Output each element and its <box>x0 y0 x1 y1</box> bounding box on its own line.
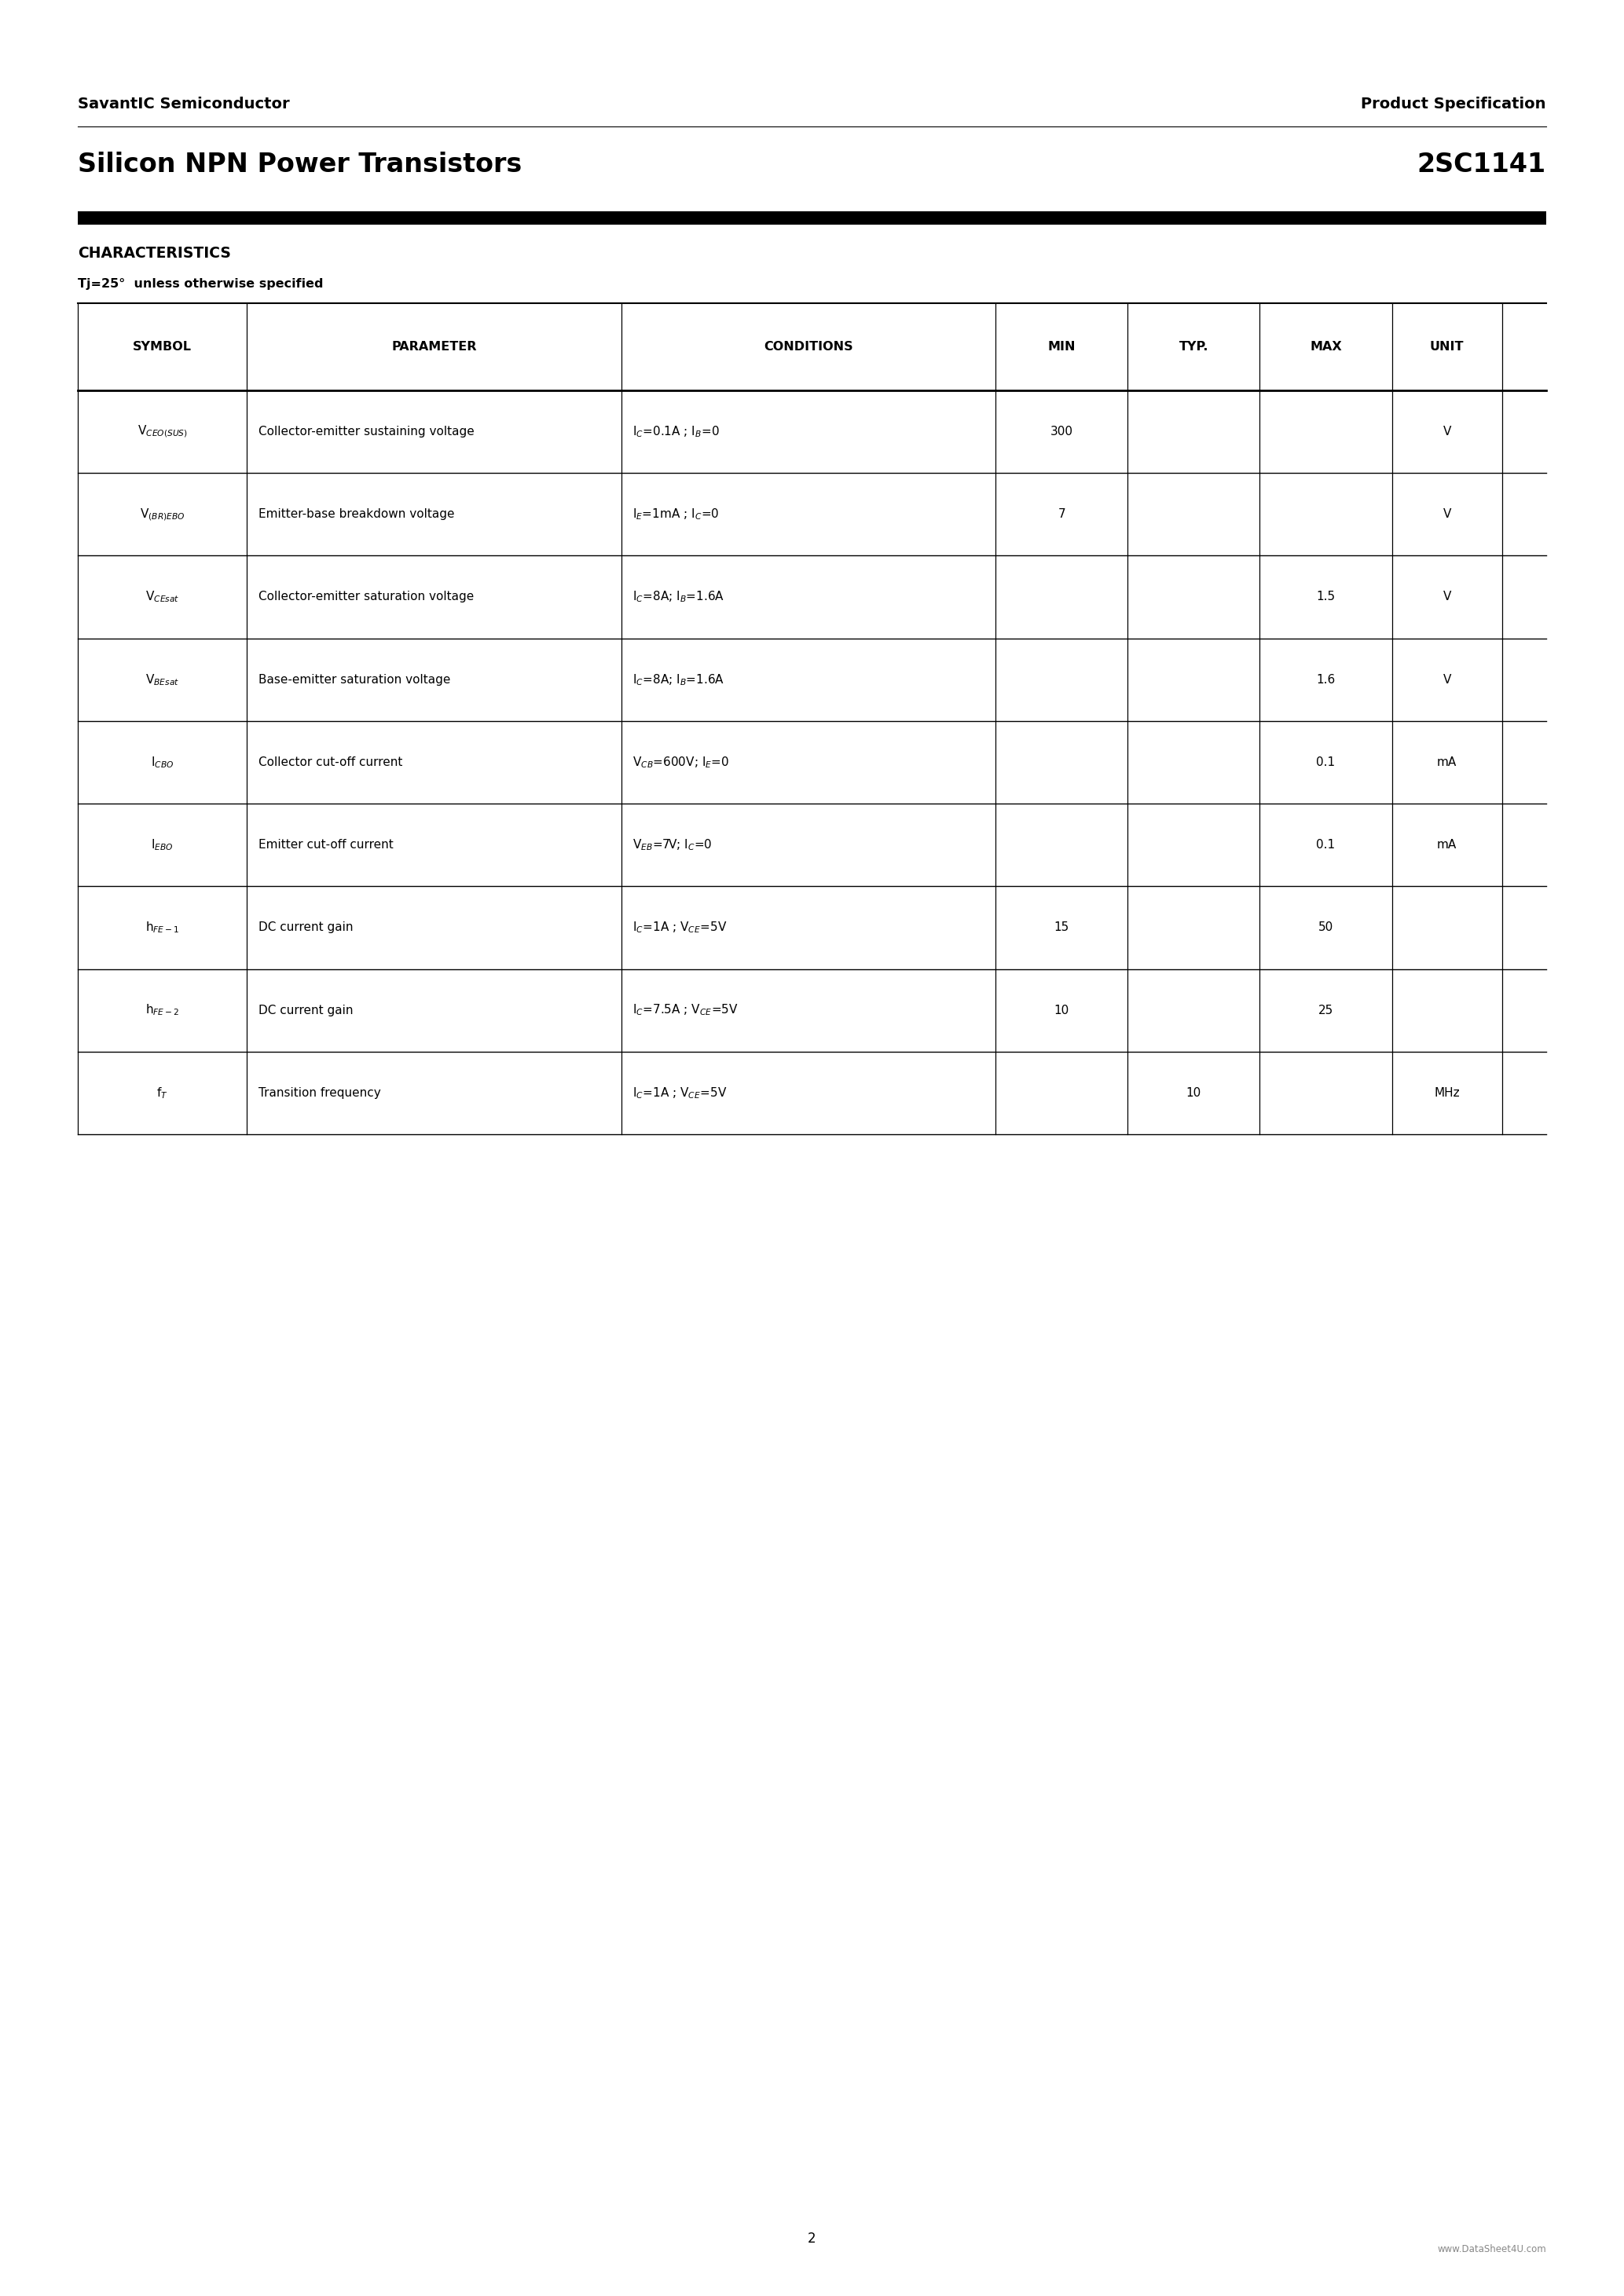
Bar <box>78 211 1546 225</box>
Text: Product Specification: Product Specification <box>1361 96 1546 113</box>
Text: I$_C$=1A ; V$_{CE}$=5V: I$_C$=1A ; V$_{CE}$=5V <box>632 921 728 934</box>
Text: 1.6: 1.6 <box>1317 673 1335 687</box>
Text: V: V <box>1442 673 1450 687</box>
Text: PARAMETER: PARAMETER <box>391 340 476 354</box>
Text: V$_{CEO(SUS)}$: V$_{CEO(SUS)}$ <box>138 425 187 439</box>
Text: I$_C$=7.5A ; V$_{CE}$=5V: I$_C$=7.5A ; V$_{CE}$=5V <box>632 1003 739 1017</box>
Text: Base-emitter saturation voltage: Base-emitter saturation voltage <box>258 673 450 687</box>
Text: Collector cut-off current: Collector cut-off current <box>258 755 403 769</box>
Text: Collector-emitter sustaining voltage: Collector-emitter sustaining voltage <box>258 425 474 439</box>
Text: Tj=25°  unless otherwise specified: Tj=25° unless otherwise specified <box>78 278 323 289</box>
Text: I$_{CBO}$: I$_{CBO}$ <box>151 755 174 769</box>
Text: Emitter cut-off current: Emitter cut-off current <box>258 838 393 852</box>
Text: Emitter-base breakdown voltage: Emitter-base breakdown voltage <box>258 507 455 521</box>
Text: 7: 7 <box>1057 507 1065 521</box>
Text: 10: 10 <box>1186 1086 1202 1100</box>
Text: UNIT: UNIT <box>1429 340 1465 354</box>
Text: SYMBOL: SYMBOL <box>133 340 192 354</box>
Text: 10: 10 <box>1054 1003 1069 1017</box>
Text: 2: 2 <box>807 2232 817 2245</box>
Text: V: V <box>1442 590 1450 604</box>
Text: 300: 300 <box>1051 425 1073 439</box>
Text: V$_{EB}$=7V; I$_C$=0: V$_{EB}$=7V; I$_C$=0 <box>632 838 713 852</box>
Text: 15: 15 <box>1054 921 1069 934</box>
Text: I$_C$=0.1A ; I$_B$=0: I$_C$=0.1A ; I$_B$=0 <box>632 425 719 439</box>
Text: 2SC1141: 2SC1141 <box>1418 152 1546 177</box>
Text: DC current gain: DC current gain <box>258 1003 352 1017</box>
Text: I$_C$=8A; I$_B$=1.6A: I$_C$=8A; I$_B$=1.6A <box>632 590 724 604</box>
Text: I$_C$=1A ; V$_{CE}$=5V: I$_C$=1A ; V$_{CE}$=5V <box>632 1086 728 1100</box>
Text: Collector-emitter saturation voltage: Collector-emitter saturation voltage <box>258 590 474 604</box>
Text: SavantIC Semiconductor: SavantIC Semiconductor <box>78 96 289 113</box>
Text: I$_E$=1mA ; I$_C$=0: I$_E$=1mA ; I$_C$=0 <box>632 507 719 521</box>
Text: I$_{EBO}$: I$_{EBO}$ <box>151 838 174 852</box>
Text: V$_{CEsat}$: V$_{CEsat}$ <box>145 590 179 604</box>
Text: f$_T$: f$_T$ <box>156 1086 169 1100</box>
Text: V$_{BEsat}$: V$_{BEsat}$ <box>146 673 179 687</box>
Text: DC current gain: DC current gain <box>258 921 352 934</box>
Text: CONDITIONS: CONDITIONS <box>763 340 853 354</box>
Text: mA: mA <box>1437 755 1457 769</box>
Text: 0.1: 0.1 <box>1317 838 1335 852</box>
Text: CHARACTERISTICS: CHARACTERISTICS <box>78 246 231 262</box>
Text: Transition frequency: Transition frequency <box>258 1086 380 1100</box>
Text: 0.1: 0.1 <box>1317 755 1335 769</box>
Text: I$_C$=8A; I$_B$=1.6A: I$_C$=8A; I$_B$=1.6A <box>632 673 724 687</box>
Text: MIN: MIN <box>1047 340 1075 354</box>
Text: V: V <box>1442 425 1450 439</box>
Text: V: V <box>1442 507 1450 521</box>
Text: TYP.: TYP. <box>1179 340 1208 354</box>
Text: V$_{CB}$=600V; I$_E$=0: V$_{CB}$=600V; I$_E$=0 <box>632 755 729 769</box>
Text: mA: mA <box>1437 838 1457 852</box>
Text: 50: 50 <box>1319 921 1333 934</box>
Text: 1.5: 1.5 <box>1317 590 1335 604</box>
Text: Silicon NPN Power Transistors: Silicon NPN Power Transistors <box>78 152 521 177</box>
Text: MAX: MAX <box>1311 340 1341 354</box>
Text: V$_{(BR)EBO}$: V$_{(BR)EBO}$ <box>140 507 185 521</box>
Text: MHz: MHz <box>1434 1086 1460 1100</box>
Text: h$_{FE-1}$: h$_{FE-1}$ <box>145 921 180 934</box>
Text: 25: 25 <box>1319 1003 1333 1017</box>
Text: www.DataSheet4U.com: www.DataSheet4U.com <box>1437 2245 1546 2255</box>
Text: h$_{FE-2}$: h$_{FE-2}$ <box>145 1003 179 1017</box>
